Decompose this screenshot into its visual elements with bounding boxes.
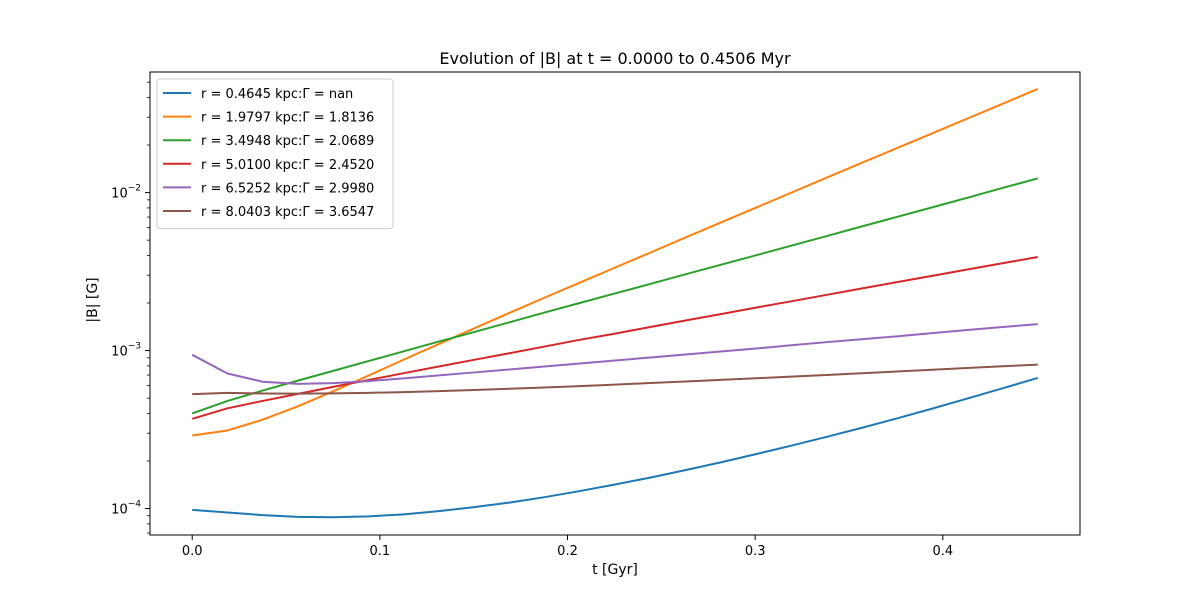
- legend-label: r = 0.4645 kpc:Γ = nan: [201, 87, 353, 102]
- series-layer: [191, 88, 1039, 519]
- legend: r = 0.4645 kpc:Γ = nan r = 1.9797 kpc:Γ =…: [156, 78, 394, 230]
- plot-frame: [149, 71, 1081, 536]
- y-axis-label: |B| [G]: [85, 277, 101, 322]
- y-tick-label: 10−3: [111, 342, 141, 360]
- series-line-1: [192, 376, 1039, 519]
- legend-label: r = 1.9797 kpc:Γ = 1.8136: [201, 111, 374, 126]
- series-line-2: [192, 88, 1039, 437]
- x-tick-label: 0.4: [932, 544, 953, 559]
- y-tick-label: 10−4: [111, 500, 141, 518]
- legend-label: r = 5.0100 kpc:Γ = 2.4520: [201, 158, 374, 173]
- series-line-6: [192, 363, 1038, 396]
- x-tick-label: 0.0: [182, 544, 203, 559]
- x-tick-label: 0.2: [557, 544, 578, 559]
- chart-title: Evolution of |B| at t = 0.0000 to 0.4506…: [439, 49, 791, 68]
- series-line-4: [191, 256, 1038, 420]
- legend-box: [156, 78, 394, 230]
- legend-label: r = 8.0403 kpc:Γ = 3.6547: [201, 205, 374, 220]
- legend-label: r = 3.4948 kpc:Γ = 2.0689: [201, 134, 374, 149]
- y-tick-label: 10−2: [111, 184, 141, 202]
- x-tick-label: 0.1: [370, 544, 391, 559]
- series-line-3: [191, 177, 1039, 415]
- x-axis-label: t [Gyr]: [592, 562, 638, 578]
- x-tick-label: 0.3: [745, 544, 766, 559]
- legend-label: r = 6.5252 kpc:Γ = 2.9980: [201, 181, 374, 196]
- axes-layer: 0.0 0.1 0.2 0.3 0.4 10−4 10−3 10−2: [111, 71, 1081, 559]
- series-line-5: [191, 323, 1038, 385]
